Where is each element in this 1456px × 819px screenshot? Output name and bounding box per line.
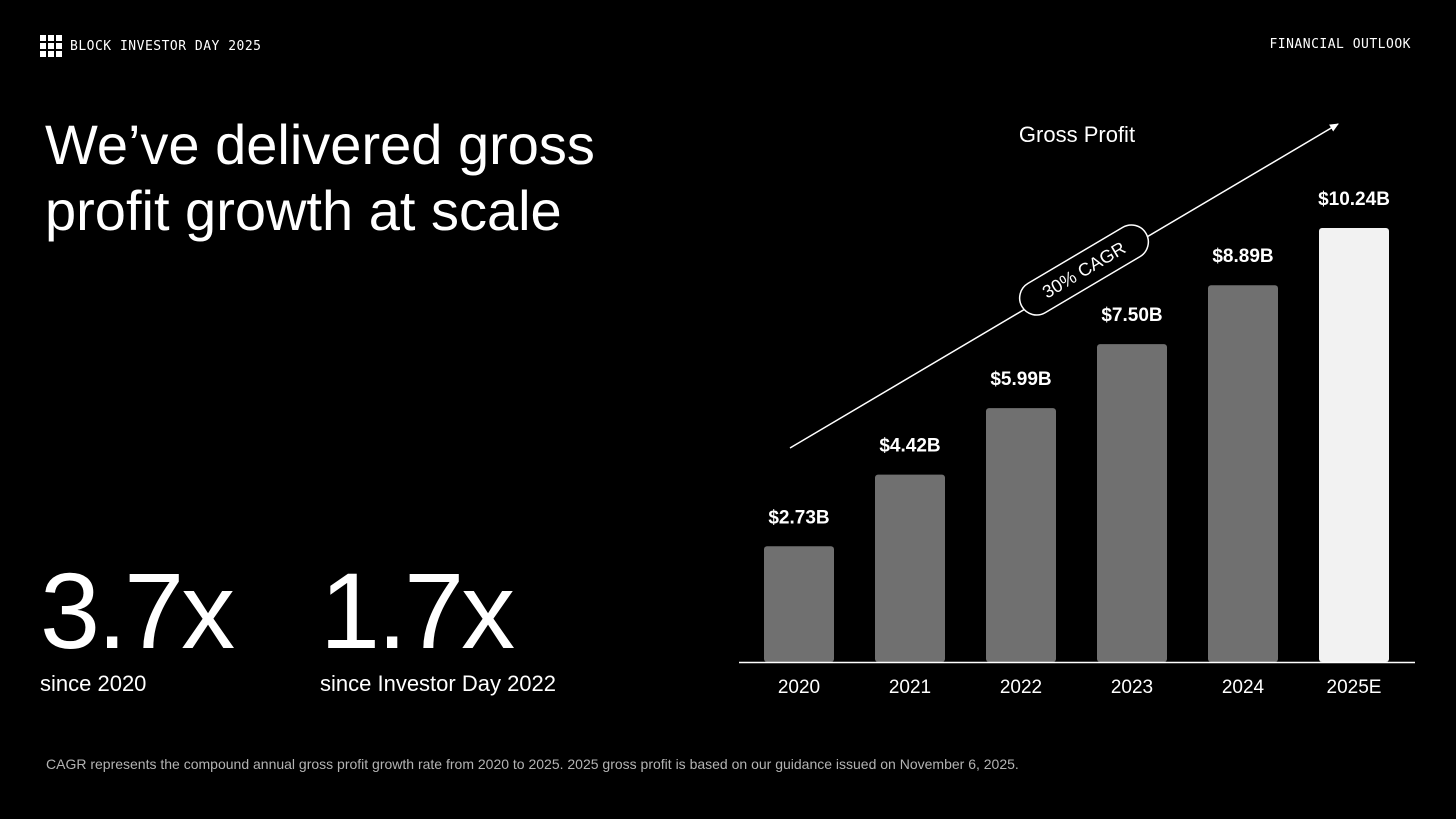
x-tick-label: 2023 [1111,677,1153,698]
cagr-pill [1018,224,1150,316]
block-logo-icon [40,35,62,57]
x-tick-label: 2025E [1327,677,1382,698]
bar-value-label: $7.50B [1101,305,1162,326]
stat-value: 3.7x [40,550,235,671]
bar-2025e [1319,228,1389,662]
stat-label: since Investor Day 2022 [320,671,557,696]
x-tick-label: 2020 [778,677,820,698]
stat-since-2020: 3.7x since 2020 [40,550,235,697]
bar-2023 [1097,344,1167,662]
header-brand: BLOCK INVESTOR DAY 2025 [40,35,262,57]
bar-2020 [764,546,834,662]
section-label: FINANCIAL OUTLOOK [1269,37,1411,52]
bar-2021 [875,474,945,662]
bar-value-label: $5.99B [990,369,1051,390]
bar-2022 [986,408,1056,662]
stat-since-investor-day: 1.7x since Investor Day 2022 [320,555,556,697]
chart-title: Gross Profit [1019,122,1135,147]
page-title: We’ve delivered gross profit growth at s… [45,113,595,242]
stat-label: since 2020 [40,671,147,696]
bar-value-label: $8.89B [1212,246,1273,267]
x-tick-label: 2022 [1000,677,1042,698]
bar-value-label: $4.42B [879,436,940,457]
bar-2024 [1208,285,1278,662]
footnote: CAGR represents the compound annual gros… [46,756,1019,772]
brand-label: BLOCK INVESTOR DAY 2025 [70,38,262,54]
bar-value-label: $2.73B [768,507,829,528]
stat-value: 1.7x [320,550,515,671]
bar-value-label: $10.24B [1318,189,1390,210]
x-tick-label: 2024 [1222,677,1265,698]
x-tick-label: 2021 [889,677,931,698]
